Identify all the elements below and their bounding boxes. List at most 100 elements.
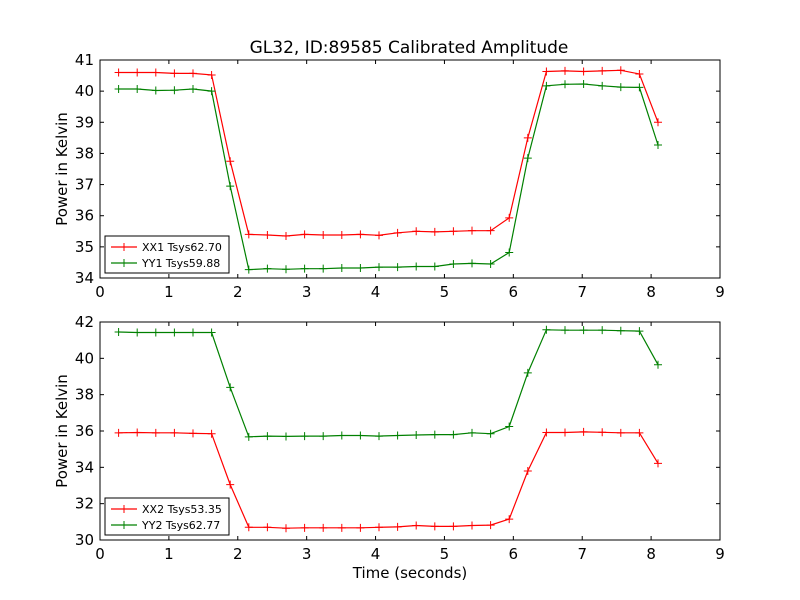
- y-tick-label: 39: [75, 113, 94, 131]
- x-tick-label: 9: [715, 283, 725, 301]
- data-point: [486, 226, 495, 235]
- data-point: [319, 432, 328, 441]
- data-point: [430, 522, 439, 531]
- data-point: [133, 328, 142, 337]
- data-point: [189, 429, 197, 438]
- data-point: [468, 259, 476, 268]
- y-tick-label: 36: [75, 422, 94, 440]
- data-point: [375, 523, 383, 532]
- data-point: [542, 428, 551, 437]
- data-point: [523, 154, 532, 163]
- data-point: [468, 428, 476, 437]
- x-tick-label: 3: [302, 283, 312, 301]
- x-tick-label: 1: [164, 545, 174, 563]
- legend-marker: [120, 521, 128, 529]
- data-point: [523, 368, 532, 377]
- data-point: [430, 262, 439, 271]
- data-point: [244, 230, 253, 239]
- data-point: [505, 248, 514, 257]
- data-point: [579, 326, 588, 335]
- y-tick-label: 34: [75, 269, 94, 287]
- x-tick-label: 8: [646, 283, 656, 301]
- data-point: [226, 182, 235, 191]
- data-point: [207, 429, 216, 438]
- data-point: [412, 262, 421, 271]
- data-point: [616, 326, 625, 335]
- data-point: [542, 81, 551, 90]
- data-point: [523, 466, 532, 475]
- y-tick-label: 38: [75, 144, 94, 162]
- data-point: [393, 431, 402, 440]
- data-point: [598, 428, 607, 437]
- x-axis-label: Time (seconds): [352, 564, 468, 582]
- data-point: [300, 264, 309, 273]
- data-point: [300, 523, 309, 532]
- y-axis-label: Power in Kelvin: [53, 112, 71, 226]
- data-point: [151, 328, 160, 337]
- data-point: [226, 383, 235, 392]
- data-point: [189, 328, 197, 337]
- data-point: [337, 431, 346, 440]
- x-tick-label: 7: [577, 283, 587, 301]
- data-point: [263, 264, 272, 273]
- data-point: [430, 430, 439, 439]
- data-point: [598, 326, 607, 335]
- data-point: [114, 327, 123, 336]
- data-point: [393, 263, 402, 272]
- legend-marker: [120, 259, 128, 267]
- data-point: [542, 325, 551, 334]
- legend-label: YY2 Tsys62.77: [141, 519, 220, 532]
- y-tick-label: 38: [75, 386, 94, 404]
- data-point: [170, 428, 179, 437]
- data-point: [449, 430, 458, 439]
- data-point: [505, 515, 514, 524]
- data-point: [356, 431, 365, 440]
- data-point: [616, 83, 625, 92]
- data-point: [319, 523, 328, 532]
- x-tick-label: 4: [371, 283, 381, 301]
- data-point: [393, 228, 402, 237]
- data-point: [523, 133, 532, 142]
- data-point: [486, 521, 495, 530]
- data-point: [449, 227, 458, 236]
- data-point: [170, 86, 179, 95]
- data-point: [654, 360, 662, 369]
- data-point: [412, 521, 421, 530]
- data-point: [207, 87, 216, 96]
- x-tick-label: 4: [371, 545, 381, 563]
- x-tick-label: 6: [509, 283, 519, 301]
- data-point: [189, 84, 197, 93]
- x-tick-label: 5: [440, 283, 450, 301]
- legend-label: XX2 Tsys53.35: [142, 503, 222, 516]
- data-point: [151, 428, 160, 437]
- legend-marker: [120, 505, 128, 513]
- data-point: [393, 522, 402, 531]
- x-tick-label: 1: [164, 283, 174, 301]
- data-point: [561, 326, 569, 335]
- data-point: [505, 213, 514, 222]
- data-point: [579, 67, 588, 76]
- y-tick-label: 34: [75, 458, 94, 476]
- data-point: [244, 432, 253, 441]
- x-tick-label: 6: [509, 545, 519, 563]
- y-tick-label: 40: [75, 82, 94, 100]
- x-tick-label: 7: [577, 545, 587, 563]
- x-tick-label: 0: [95, 283, 105, 301]
- legend: [104, 497, 230, 536]
- data-point: [226, 480, 235, 489]
- x-tick-label: 3: [302, 545, 312, 563]
- y-tick-label: 37: [75, 176, 94, 194]
- data-point: [356, 264, 365, 273]
- data-point: [449, 259, 458, 268]
- data-point: [505, 422, 514, 431]
- data-point: [412, 227, 421, 236]
- legend-marker: [120, 243, 128, 251]
- data-point: [430, 227, 439, 236]
- data-point: [635, 83, 644, 92]
- data-point: [598, 81, 607, 90]
- y-tick-label: 35: [75, 238, 94, 256]
- data-point: [170, 328, 179, 337]
- data-point: [226, 157, 235, 166]
